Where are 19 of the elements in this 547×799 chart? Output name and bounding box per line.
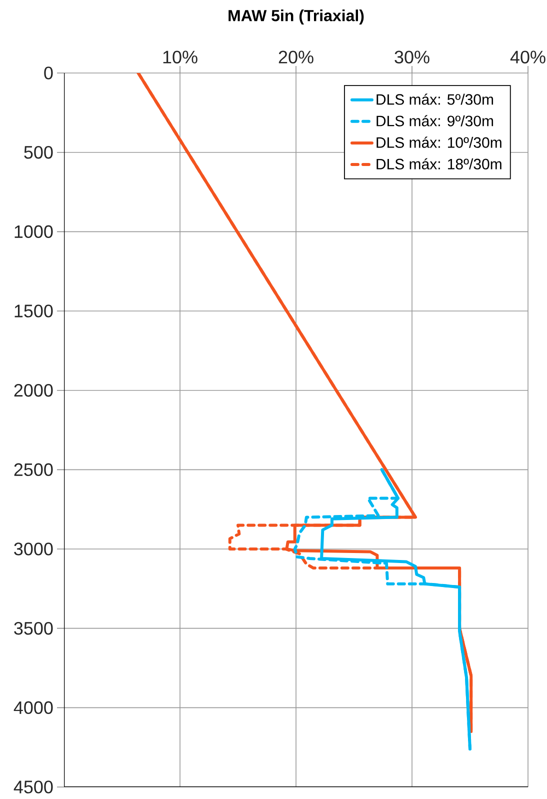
y-tick-label: 4500 (14, 780, 53, 794)
y-tick-label: 2500 (14, 463, 53, 476)
y-tick-label: 2000 (14, 384, 53, 397)
y-tick-label: 4000 (14, 701, 53, 714)
y-tick-label: 500 (24, 146, 53, 159)
y-tick-label: 1500 (14, 304, 53, 318)
y-tick-label: 0 (44, 66, 53, 80)
x-tick-label: 40% (510, 50, 546, 64)
x-tick-label: 30% (394, 50, 430, 64)
y-tick-label: 1000 (14, 225, 53, 238)
chart-title: MAW 5in (Triaxial) (228, 10, 364, 24)
y-tick-label: 3000 (14, 542, 53, 556)
y-tick-label: 3500 (14, 622, 53, 635)
legend-label: DLS máx: 5º/30m (376, 94, 494, 105)
x-tick-label: 10% (163, 50, 198, 64)
legend-label: DLS máx: 10º/30m (376, 136, 502, 148)
legend-label: DLS máx: 9º/30m (376, 115, 494, 126)
legend-label: DLS máx: 18º/30m (376, 158, 502, 170)
x-tick-label: 20% (278, 50, 314, 64)
